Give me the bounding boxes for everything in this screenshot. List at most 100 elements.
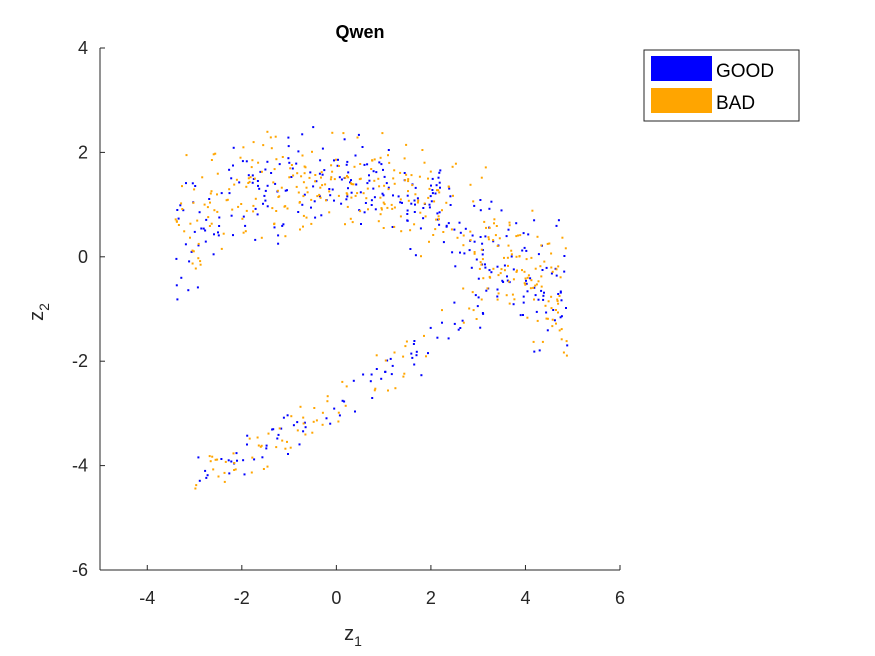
- data-point-good: [566, 344, 569, 347]
- data-point-good: [350, 191, 353, 194]
- data-point-good: [266, 160, 269, 163]
- data-point-bad: [358, 178, 361, 181]
- data-point-good: [436, 336, 439, 339]
- data-point-bad: [192, 201, 195, 204]
- data-point-bad: [191, 262, 194, 265]
- data-point-good: [473, 204, 476, 207]
- data-point-bad: [418, 175, 421, 178]
- data-point-bad: [273, 222, 276, 225]
- data-point-good: [389, 357, 392, 360]
- data-point-bad: [462, 287, 465, 290]
- data-point-bad: [199, 260, 202, 263]
- data-point-bad: [437, 215, 440, 218]
- data-point-good: [521, 249, 524, 252]
- data-point-good: [191, 182, 194, 185]
- data-point-good: [228, 168, 231, 171]
- data-point-good: [230, 177, 233, 180]
- data-point-good: [477, 296, 480, 299]
- data-point-good: [464, 227, 467, 230]
- data-point-bad: [498, 237, 501, 240]
- data-point-good: [401, 201, 403, 204]
- data-point-good: [292, 424, 295, 427]
- data-point-good: [217, 231, 219, 234]
- data-point-good: [368, 179, 371, 182]
- data-point-bad: [510, 249, 513, 252]
- data-point-bad: [262, 144, 265, 147]
- data-point-good: [422, 207, 425, 209]
- data-point-good: [287, 453, 289, 455]
- data-point-bad: [420, 255, 422, 258]
- data-point-good: [232, 164, 234, 167]
- data-point-good: [447, 337, 450, 340]
- data-point-bad: [210, 159, 213, 161]
- data-point-bad: [319, 186, 322, 189]
- data-point-good: [251, 174, 254, 177]
- data-point-good: [525, 249, 528, 252]
- data-point-bad: [266, 465, 269, 468]
- data-point-bad: [523, 270, 526, 273]
- data-point-bad: [301, 154, 304, 157]
- data-point-good: [448, 187, 451, 190]
- data-point-bad: [403, 372, 406, 375]
- data-point-good: [527, 233, 530, 236]
- data-point-bad: [407, 180, 410, 183]
- data-point-good: [325, 417, 328, 420]
- data-point-good: [333, 407, 336, 410]
- data-point-bad: [390, 203, 393, 206]
- data-point-bad: [257, 444, 260, 447]
- data-point-bad: [247, 182, 250, 184]
- data-point-bad: [321, 411, 324, 414]
- data-point-good: [422, 217, 425, 220]
- data-point-good: [559, 290, 562, 293]
- data-point-good: [177, 217, 180, 220]
- data-point-bad: [253, 177, 256, 180]
- data-point-bad: [240, 203, 243, 205]
- x-ticks: -4 -2 0 2 4 6: [139, 565, 625, 608]
- data-point-good: [543, 291, 545, 294]
- data-point-bad: [299, 228, 301, 231]
- data-point-good: [354, 154, 357, 157]
- data-point-bad: [337, 411, 340, 414]
- data-point-bad: [388, 161, 391, 164]
- data-point-good: [477, 277, 480, 280]
- data-point-bad: [375, 354, 378, 357]
- data-point-bad: [302, 422, 305, 425]
- data-point-good: [481, 249, 484, 251]
- data-point-bad: [526, 276, 529, 279]
- data-point-good: [228, 192, 231, 195]
- data-point-bad: [350, 182, 352, 185]
- data-point-bad: [217, 475, 220, 478]
- data-point-good: [345, 198, 348, 201]
- data-point-good: [246, 443, 248, 446]
- data-point-bad: [530, 279, 533, 282]
- data-point-good: [438, 211, 441, 214]
- data-point-good: [479, 209, 482, 212]
- data-point-bad: [529, 287, 532, 290]
- data-point-bad: [508, 302, 511, 305]
- data-point-bad: [212, 153, 215, 156]
- data-point-good: [406, 209, 409, 212]
- data-point-bad: [213, 209, 216, 212]
- data-point-good: [246, 434, 249, 437]
- data-point-bad: [370, 168, 373, 170]
- data-point-bad: [419, 211, 422, 214]
- data-point-bad: [472, 309, 475, 312]
- data-point-bad: [562, 351, 565, 354]
- data-point-good: [380, 163, 383, 166]
- data-point-good: [346, 195, 349, 198]
- data-point-bad: [181, 208, 184, 210]
- data-point-bad: [319, 196, 322, 199]
- data-point-bad: [341, 380, 344, 383]
- data-point-bad: [565, 354, 568, 357]
- data-point-bad: [316, 195, 319, 198]
- y-tick-label: 4: [78, 38, 88, 58]
- data-point-bad: [437, 189, 440, 192]
- data-point-bad: [557, 311, 559, 314]
- data-point-good: [291, 167, 294, 170]
- data-point-bad: [387, 389, 389, 392]
- data-point-bad: [199, 263, 202, 266]
- data-point-bad: [384, 359, 387, 362]
- data-point-bad: [196, 219, 199, 222]
- data-point-bad: [211, 455, 214, 458]
- data-point-bad: [493, 218, 496, 221]
